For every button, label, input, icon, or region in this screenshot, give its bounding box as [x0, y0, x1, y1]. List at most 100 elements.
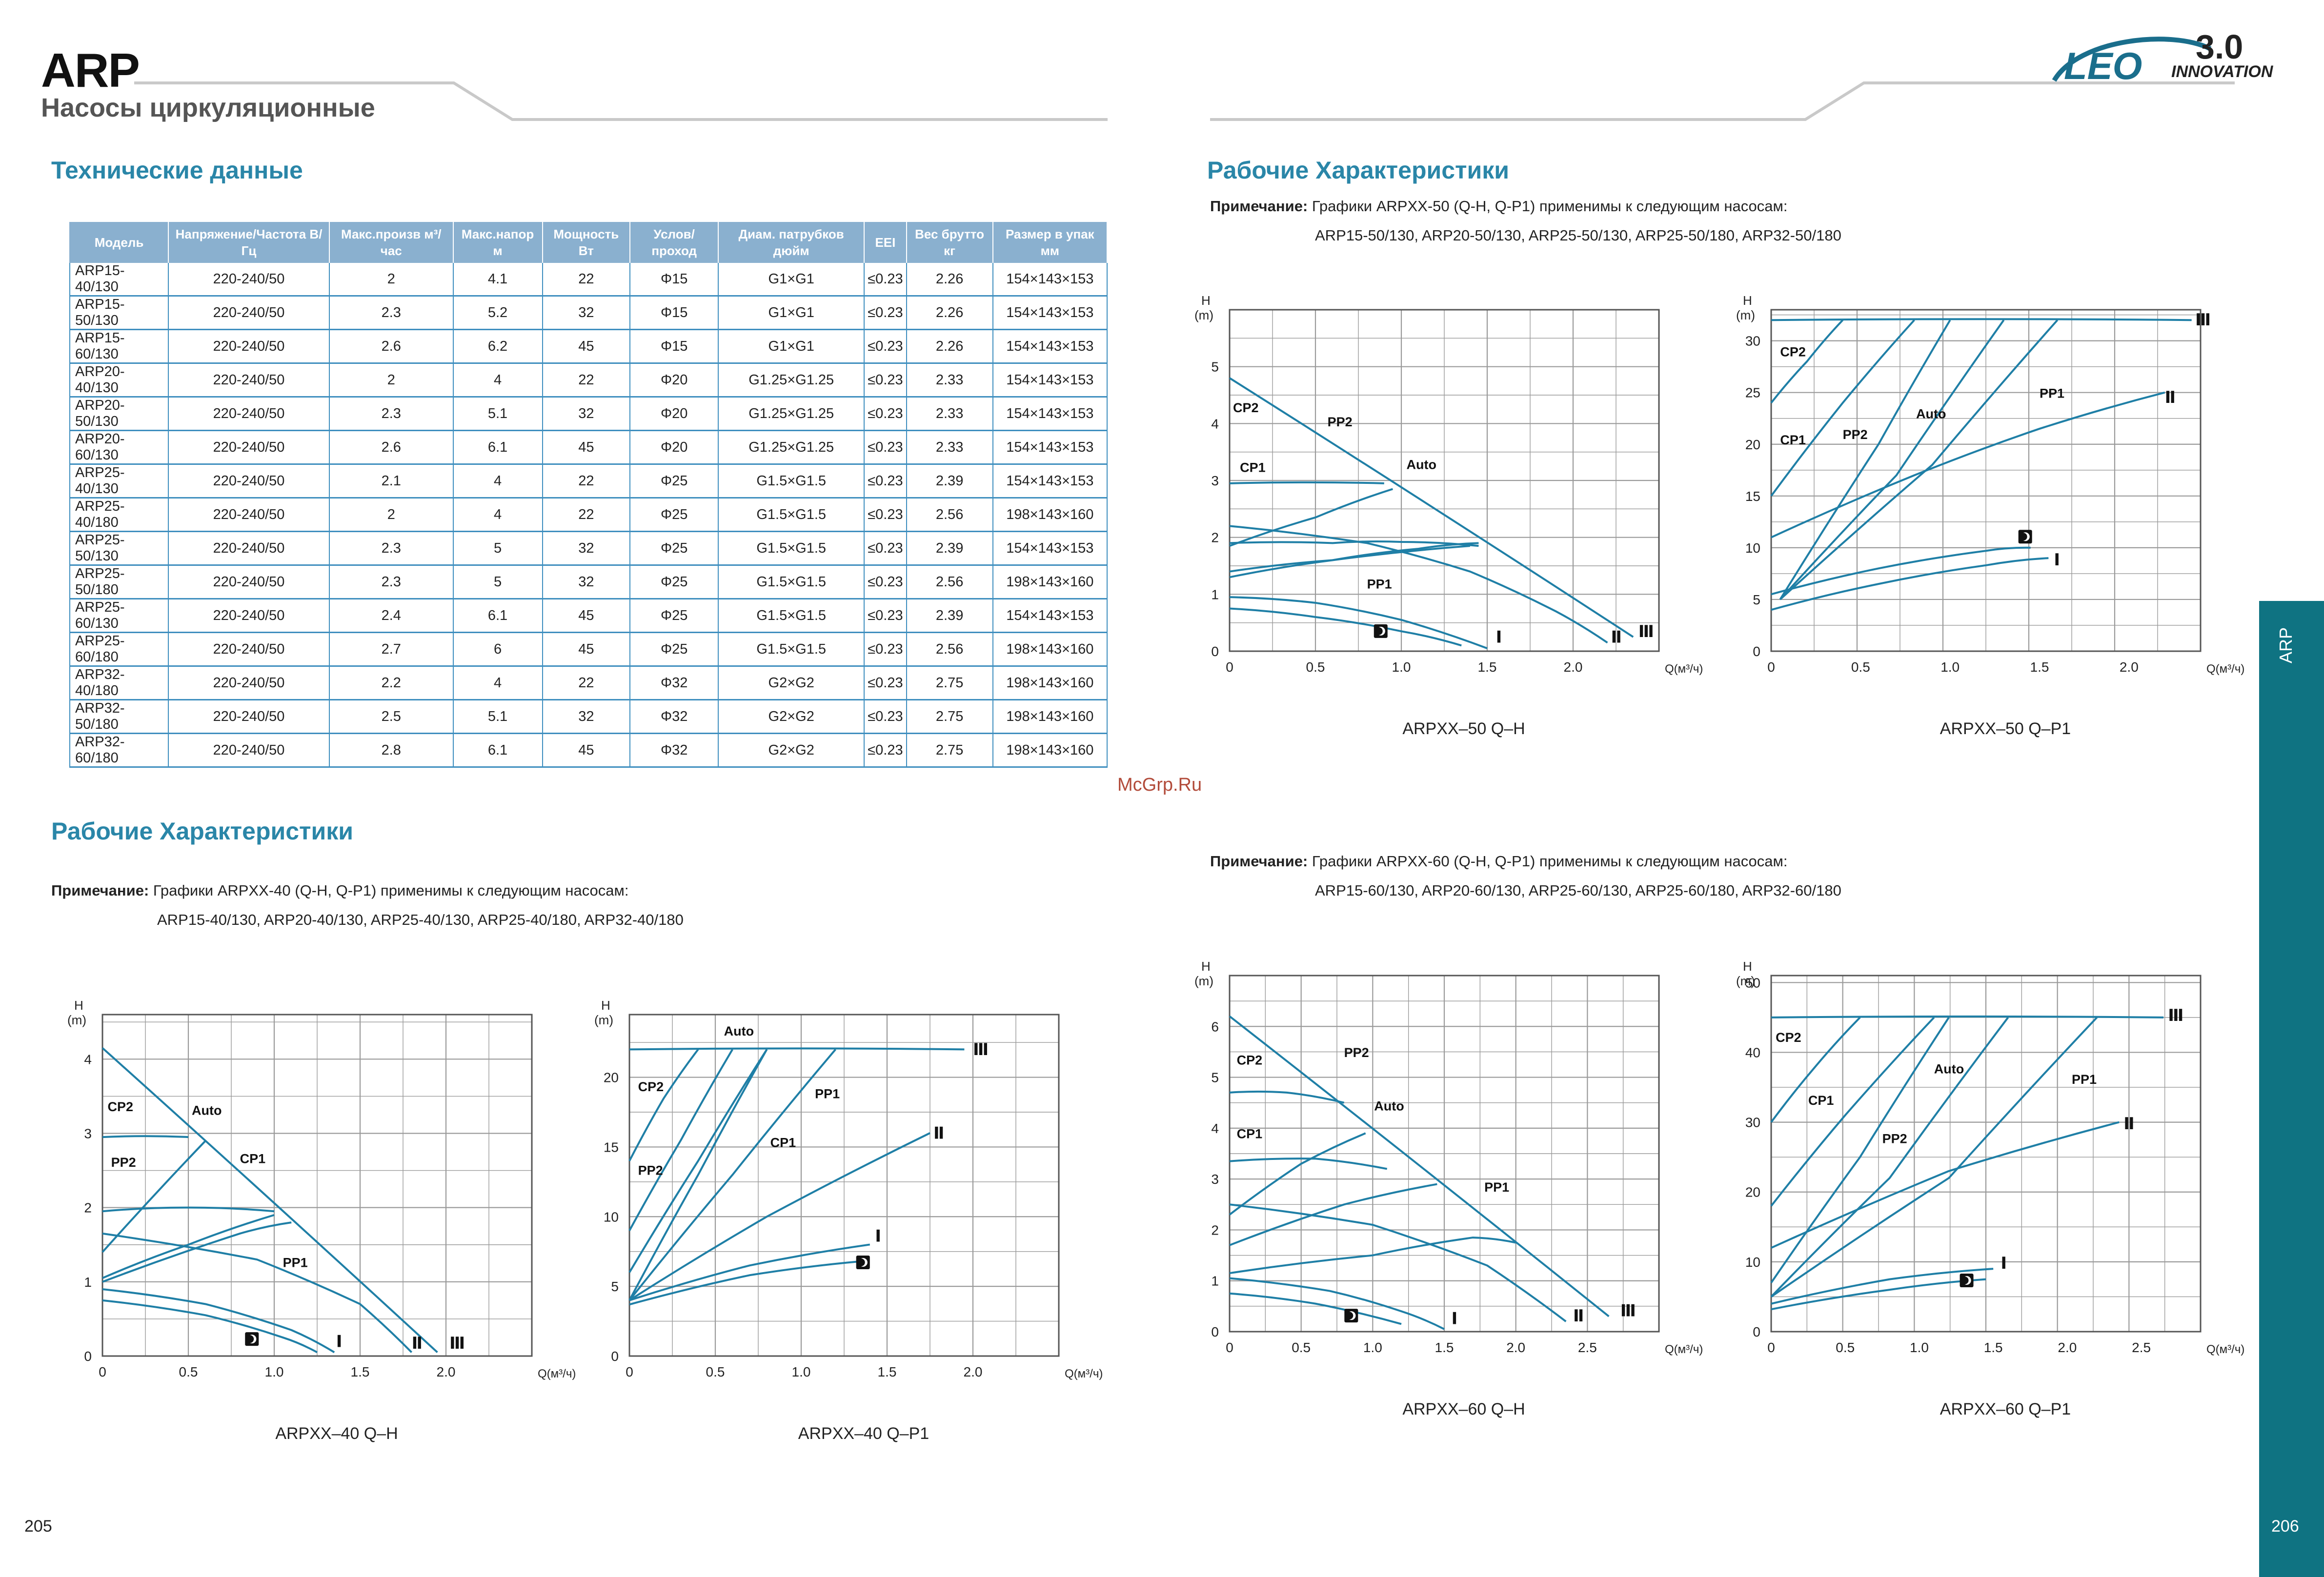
series-label: PP2	[1328, 415, 1353, 429]
y-tick-label: 15	[1745, 489, 1760, 504]
series-line-Ⅲ	[1771, 1015, 2164, 1018]
series-label: PP2	[638, 1163, 663, 1178]
table-cell: ARP15-50/130	[69, 296, 169, 330]
x-axis-label: Q(м³/ч)	[538, 1367, 576, 1380]
series-label: Ⅱ	[1573, 1307, 1584, 1325]
series-label: Ⅲ	[2168, 1006, 2183, 1025]
table-cell: 22	[542, 263, 631, 297]
series-label: CP1	[1240, 460, 1266, 475]
series-line-PP2	[1770, 1017, 1950, 1283]
table-cell: ≤0.23	[864, 464, 907, 499]
table-cell: 2.2	[329, 666, 454, 700]
series-label: Ⅰ	[875, 1227, 881, 1246]
table-cell: ARP20-60/130	[69, 430, 169, 465]
spec-table-header: Модель Напряжение/Частота В/Гц Макс.произв…	[69, 222, 1108, 263]
series-line-Ⅰ	[1771, 557, 2049, 611]
table-cell: 220-240/50	[168, 329, 330, 364]
table-cell: 198×143×160	[992, 666, 1108, 700]
table-cell: G1×G1	[718, 296, 865, 330]
series-label: Ⅲ	[1638, 622, 1654, 641]
table-cell: 2.33	[906, 363, 993, 398]
table-cell: 2.56	[906, 565, 993, 599]
series-label: CP2	[1780, 344, 1806, 359]
chart-arpxx60-qp1: 0 0.5 1.0 1.5 2.0 2.5 0 10 20 30 40 50H(m) Q(м³/ч) Ⅲ Ⅱ…	[1736, 959, 2244, 1418]
y-axis-unit: (m)	[594, 1013, 613, 1027]
x-tick-label: 0.5	[1292, 1340, 1311, 1355]
table-cell: G1.5×G1.5	[718, 464, 865, 499]
table-cell: 6.1	[453, 599, 543, 633]
series-label: PP1	[283, 1255, 308, 1270]
table-cell: G1.5×G1.5	[718, 565, 865, 599]
table-cell: Φ20	[630, 397, 719, 431]
series-label: PP1	[1367, 577, 1392, 592]
table-cell: Φ25	[630, 498, 719, 532]
table-cell: 154×143×153	[992, 599, 1108, 633]
y-tick-label: 40	[1745, 1045, 1760, 1060]
x-tick-label: 0.5	[179, 1364, 198, 1379]
series-line-CP1	[1770, 319, 1915, 497]
table-cell: 2	[329, 263, 454, 297]
table-row: ARP25-40/130 220-240/50 2.1 4 22 Φ25 G1.5×G1.5…	[69, 464, 1108, 499]
column-header: Размер в упак мм	[992, 222, 1108, 263]
chart-caption: ARPXX–60 Q–H	[1402, 1400, 1525, 1418]
x-tick-label: 1.0	[1910, 1340, 1929, 1355]
table-cell: 198×143×160	[992, 498, 1108, 532]
table-cell: 154×143×153	[992, 430, 1108, 465]
table-cell: ARP25-50/180	[69, 565, 169, 599]
note-40: Примечание: Графики ARPXX-40 (Q-H, Q-P1)…	[51, 882, 628, 899]
table-cell: ARP15-60/130	[69, 329, 169, 364]
x-axis-label: Q(м³/ч)	[1065, 1367, 1103, 1380]
series-label: Ⅱ	[1611, 628, 1621, 647]
table-cell: ARP25-60/130	[69, 599, 169, 633]
table-row: ARP15-50/130 220-240/50 2.3 5.2 32 Φ15 G1×G1 ≤0…	[69, 296, 1108, 330]
series-label: Ⅰ	[2001, 1254, 2007, 1273]
column-header: Мощность Вт	[542, 222, 631, 263]
table-row: ARP20-50/130 220-240/50 2.3 5.1 32 Φ20 G1.25×G…	[69, 397, 1108, 431]
table-cell: 22	[542, 666, 631, 700]
table-cell: 220-240/50	[168, 263, 330, 297]
table-cell: G1.25×G1.25	[718, 363, 865, 398]
series-line-PP2	[628, 1049, 733, 1231]
table-cell: 45	[542, 430, 631, 465]
x-tick-label: 0.5	[1851, 659, 1870, 675]
logo-tagline: INNOVATION	[2171, 62, 2274, 81]
y-tick-label: 4	[1211, 1121, 1219, 1136]
y-axis-label: H	[1743, 293, 1752, 308]
table-cell: 2.6	[329, 430, 454, 465]
note-50: Примечание: Графики ARPXX-50 (Q-H, Q-P1)…	[1210, 198, 1787, 215]
x-tick-label: 2.5	[2132, 1340, 2151, 1355]
table-cell: G1×G1	[718, 263, 865, 297]
table-cell: ARP32-60/180	[69, 733, 169, 768]
table-cell: 220-240/50	[168, 464, 330, 499]
y-tick-label: 4	[1211, 416, 1219, 431]
table-cell: 4	[453, 666, 543, 700]
series-line-Auto	[1770, 1017, 2009, 1298]
table-cell: 2.3	[329, 565, 454, 599]
series-label: Ⅱ	[412, 1334, 423, 1353]
y-axis-unit: (m)	[1194, 308, 1213, 322]
y-tick-label: 5	[1753, 592, 1760, 607]
y-axis-unit: (m)	[67, 1013, 86, 1027]
chart-caption: ARPXX–50 Q–H	[1402, 719, 1525, 738]
table-cell: Φ15	[630, 296, 719, 330]
table-cell: 22	[542, 363, 631, 398]
table-cell: ≤0.23	[864, 363, 907, 398]
series-label: PP2	[1882, 1132, 1907, 1146]
table-cell: 2.1	[329, 464, 454, 499]
table-row: ARP32-60/180 220-240/50 2.8 6.1 45 Φ32 G2×G2 ≤0…	[69, 733, 1108, 768]
series-line-CP2	[1770, 1017, 1861, 1123]
table-cell: Φ25	[630, 599, 719, 633]
series-line-Ⅲ	[1229, 1015, 1610, 1317]
table-cell: 4	[453, 464, 543, 499]
y-axis-label: H	[74, 998, 83, 1013]
table-cell: 32	[542, 296, 631, 330]
series-line-Ⅱ	[628, 1132, 930, 1301]
series-line-CP2	[1770, 319, 1844, 404]
x-tick-label: 1.0	[1392, 659, 1411, 675]
table-cell: 45	[542, 329, 631, 364]
y-tick-label: 6	[1211, 1019, 1219, 1034]
note-40-models: ARP15-40/130, ARP20-40/130, ARP25-40/130…	[157, 911, 684, 928]
night-mode-icon	[1374, 624, 1388, 638]
series-line-CP2	[1229, 1090, 1345, 1104]
table-cell: 2.39	[906, 599, 993, 633]
